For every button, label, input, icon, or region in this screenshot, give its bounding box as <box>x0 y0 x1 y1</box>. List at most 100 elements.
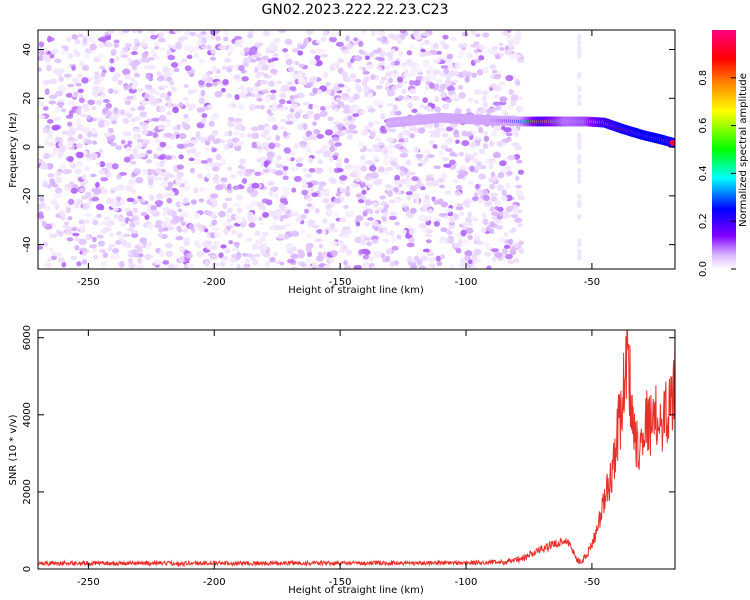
noise-cell <box>98 148 104 154</box>
noise-cell <box>246 92 252 97</box>
noise-cell <box>335 162 342 169</box>
noise-cell <box>489 159 496 165</box>
noise-cell <box>482 32 490 38</box>
noise-cell <box>133 38 139 45</box>
noise-cell <box>347 115 353 121</box>
noise-cell <box>64 230 73 236</box>
noise-cell <box>392 104 398 111</box>
noise-cell <box>434 95 440 103</box>
noise-cell <box>86 139 93 145</box>
noise-cell <box>449 264 455 269</box>
noise-cell <box>386 102 395 107</box>
noise-cell <box>61 45 69 49</box>
noise-cell <box>159 141 167 148</box>
noise-cell <box>346 249 352 256</box>
noise-cell <box>157 233 163 238</box>
noise-cell <box>201 118 207 125</box>
noise-cell <box>403 177 412 183</box>
noise-cell <box>60 50 68 55</box>
noise-cell <box>206 157 213 163</box>
x-tick-label: -100 <box>455 577 478 588</box>
noise-cell <box>504 253 513 260</box>
noise-cell <box>515 105 524 113</box>
noise-cell <box>390 236 397 243</box>
noise-cell <box>518 248 525 254</box>
noise-cell <box>92 220 99 226</box>
noise-cell <box>376 31 382 36</box>
noise-cell <box>324 129 334 136</box>
noise-cell <box>455 139 460 144</box>
noise-cell <box>237 232 243 239</box>
noise-cell <box>422 97 428 104</box>
noise-cell <box>268 189 274 197</box>
noise-cell <box>420 186 426 191</box>
noise-cell <box>322 150 331 158</box>
noise-cell <box>105 102 113 109</box>
noise-cell <box>121 239 128 246</box>
noise-cell <box>353 264 362 269</box>
noise-cell <box>177 36 184 43</box>
noise-cell <box>169 191 175 197</box>
noise-cell <box>152 55 160 61</box>
noise-cell <box>286 248 295 254</box>
noise-cell <box>409 88 417 95</box>
noise-cell <box>53 116 62 121</box>
noise-cell <box>308 92 317 97</box>
noise-cell <box>328 138 335 146</box>
noise-cell <box>492 175 499 182</box>
noise-cell <box>42 127 48 134</box>
noise-cell <box>383 153 389 160</box>
column-cell <box>577 138 582 145</box>
noise-cell <box>321 188 330 194</box>
noise-cell <box>274 211 282 217</box>
noise-cell <box>358 49 365 54</box>
noise-cell <box>297 250 306 258</box>
noise-cell <box>472 196 480 202</box>
snr-series-line <box>38 330 675 568</box>
noise-cell <box>342 104 351 111</box>
noise-cell <box>517 96 524 101</box>
noise-cell <box>205 172 212 179</box>
noise-cell <box>464 157 471 163</box>
noise-cell <box>302 168 308 172</box>
noise-cell <box>388 215 397 221</box>
noise-cell <box>484 251 492 257</box>
noise-cell <box>103 216 110 221</box>
noise-cell <box>327 116 334 122</box>
noise-cell <box>242 61 250 67</box>
noise-cell <box>511 227 517 233</box>
noise-cell <box>394 197 401 204</box>
noise-cell <box>435 255 442 262</box>
noise-cell <box>349 172 358 178</box>
noise-cell <box>95 54 104 59</box>
noise-cell <box>418 214 426 222</box>
column-cell <box>577 213 582 220</box>
noise-cell <box>171 44 177 50</box>
noise-cell <box>411 108 418 114</box>
noise-cell <box>491 69 498 74</box>
noise-cell <box>191 147 197 154</box>
noise-cell <box>122 30 130 33</box>
noise-cell <box>414 197 420 205</box>
noise-cell <box>137 242 144 248</box>
noise-cell <box>158 105 166 113</box>
noise-cell <box>162 66 170 73</box>
noise-cell <box>297 50 304 56</box>
noise-cell <box>207 134 215 142</box>
noise-cell <box>377 141 385 146</box>
noise-cell <box>507 155 516 161</box>
noise-cell <box>160 92 168 99</box>
noise-cell <box>251 182 260 189</box>
noise-cell <box>142 168 149 176</box>
noise-cell <box>153 41 162 47</box>
noise-cell <box>339 174 348 181</box>
noise-cell <box>472 152 478 157</box>
noise-cell <box>49 78 58 85</box>
noise-cell <box>371 171 379 177</box>
noise-cell <box>100 93 106 100</box>
noise-cell <box>158 31 164 39</box>
noise-cell <box>39 197 45 203</box>
noise-cell <box>49 233 54 239</box>
noise-cell <box>407 225 413 230</box>
